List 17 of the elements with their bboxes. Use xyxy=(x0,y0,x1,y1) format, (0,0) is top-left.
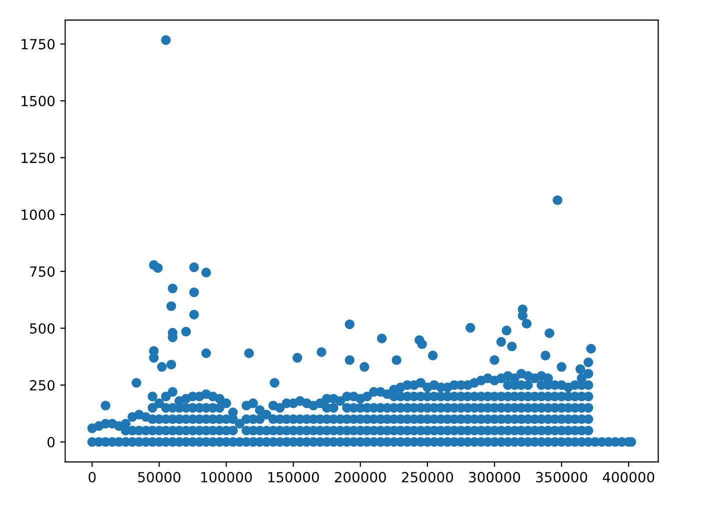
y-tick-label: 750 xyxy=(30,266,55,277)
x-tick-label: 100000 xyxy=(201,472,252,482)
x-tick-label: 0 xyxy=(88,472,96,482)
x-tick-label: 200000 xyxy=(334,472,386,482)
y-tick-label: 1750 xyxy=(22,38,55,50)
y-tick-label: 1000 xyxy=(22,209,55,220)
y-tick-label: 1500 xyxy=(22,96,55,106)
y-tick-label: 1250 xyxy=(22,152,55,164)
x-tick-label: 250000 xyxy=(402,472,454,482)
x-tick-label: 400000 xyxy=(602,472,654,482)
x-tick-label: 50000 xyxy=(138,472,180,482)
x-tick-label: 300000 xyxy=(469,472,520,482)
y-tick-label: 0 xyxy=(48,436,55,448)
y-tick-label: 500 xyxy=(30,323,55,334)
x-tick-label: 350000 xyxy=(536,472,588,482)
y-tick-label: 250 xyxy=(30,380,55,391)
x-tick-label: 150000 xyxy=(268,472,319,482)
